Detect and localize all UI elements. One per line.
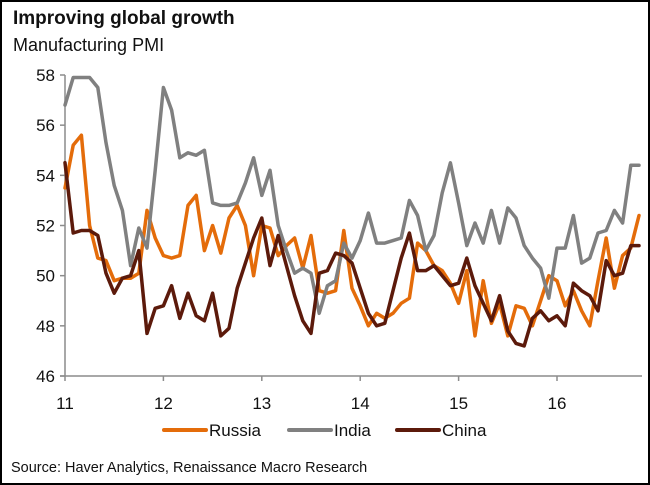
x-tick-label: 15	[449, 394, 468, 413]
chart-title: Improving global growth	[13, 8, 235, 29]
y-tick-label: 52	[36, 217, 55, 236]
y-tick-label: 54	[36, 166, 55, 185]
y-tick-label: 50	[36, 267, 55, 286]
y-tick-label: 48	[36, 317, 55, 336]
y-tick-label: 46	[36, 367, 55, 386]
legend-label-russia: Russia	[209, 421, 262, 440]
chart-subtitle: Manufacturing PMI	[13, 35, 165, 55]
x-tick-label: 16	[548, 394, 567, 413]
series-line-russia	[63, 133, 641, 338]
series-line-china	[63, 161, 641, 348]
x-tick-label: 11	[56, 394, 74, 413]
y-tick-label: 56	[36, 116, 55, 135]
series-line-india	[63, 75, 641, 316]
legend-label-india: India	[334, 421, 371, 440]
source-note: Source: Haver Analytics, Renaissance Mac…	[11, 460, 368, 476]
x-tick-label: 12	[154, 394, 173, 413]
y-tick-label: 58	[36, 66, 55, 85]
x-tick-label: 13	[252, 394, 271, 413]
x-tick-label: 14	[351, 394, 370, 413]
legend-label-china: China	[442, 421, 487, 440]
